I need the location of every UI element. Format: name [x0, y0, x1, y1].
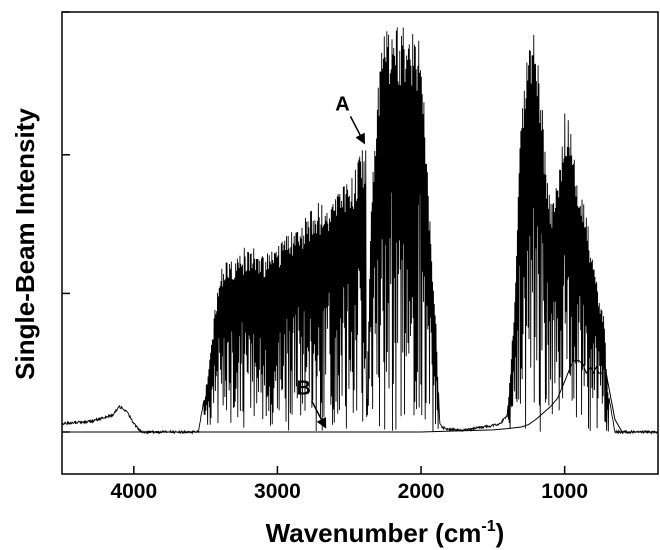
- annotation-label-a: A: [335, 93, 349, 115]
- annotation-label-b: B: [296, 378, 310, 400]
- x-axis-title: Wavenumber (cm-1): [266, 518, 505, 548]
- annotation-arrow-a: [349, 116, 366, 145]
- annotation-layer: AB: [296, 93, 366, 429]
- plot-frame: [61, 11, 659, 475]
- spectrum-a-line: [61, 27, 659, 435]
- x-tick-label: 2000: [398, 480, 445, 503]
- x-tick-label: 1000: [541, 480, 588, 503]
- annotation-arrow-b: [311, 400, 327, 429]
- x-tick-label: 3000: [254, 480, 301, 503]
- x-tick-label: 4000: [110, 480, 157, 503]
- spectrum-b-line: [62, 360, 658, 433]
- data-layer: [61, 27, 659, 435]
- tick-layer: 4000 3000 2000 1000: [62, 11, 588, 503]
- y-axis-title: Single-Beam Intensity: [10, 108, 40, 380]
